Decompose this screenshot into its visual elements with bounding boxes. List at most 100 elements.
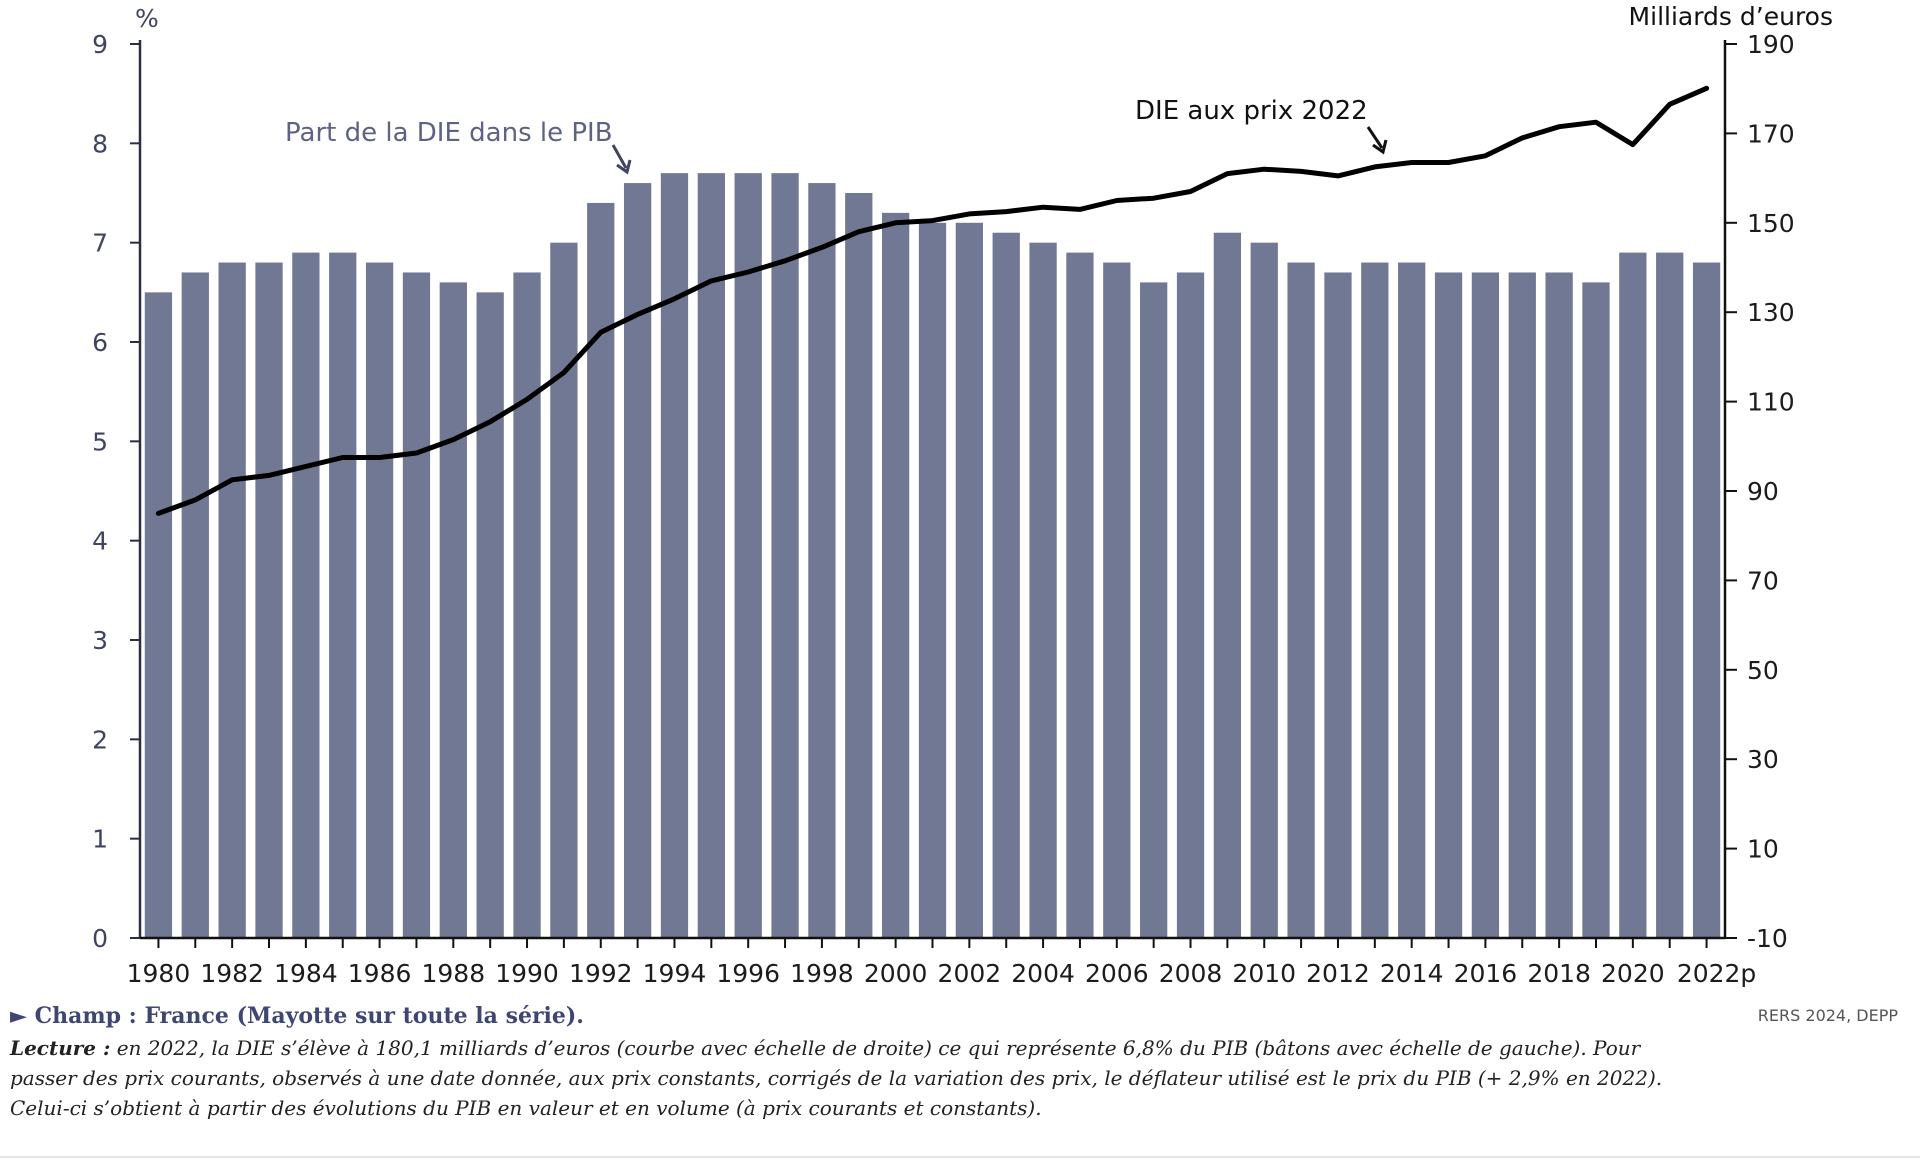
bar-2014 bbox=[1398, 262, 1426, 938]
x-tick-label-1984: 1984 bbox=[274, 959, 338, 988]
line-series bbox=[155, 85, 1710, 516]
bar-2018 bbox=[1545, 272, 1573, 938]
bar-2004 bbox=[1029, 242, 1057, 938]
bar-1996 bbox=[734, 173, 762, 939]
x-tick-label-2022p: 2022p bbox=[1677, 959, 1757, 988]
bar-1999 bbox=[845, 193, 873, 938]
bar-1998 bbox=[808, 183, 836, 939]
champ-note: ► Champ : France (Mayotte sur toute la s… bbox=[10, 1003, 584, 1029]
bar-2000 bbox=[882, 212, 910, 938]
bars-series bbox=[144, 173, 1721, 939]
bar-2020 bbox=[1619, 252, 1647, 939]
bar-2015 bbox=[1434, 272, 1463, 938]
bar-1995 bbox=[697, 173, 725, 939]
bar-1997 bbox=[771, 173, 799, 939]
bar-2021 bbox=[1656, 252, 1684, 939]
right-tick-label-10: 10 bbox=[1747, 835, 1779, 864]
bar-1981 bbox=[181, 272, 209, 938]
right-tick-label-70: 70 bbox=[1747, 566, 1779, 595]
annotation-line-arrow-head bbox=[1372, 139, 1388, 155]
bar-2019 bbox=[1582, 282, 1610, 938]
x-tick-label-2010: 2010 bbox=[1232, 959, 1296, 988]
annotation-bar-arrow-head bbox=[616, 159, 632, 175]
x-tick-label-2004: 2004 bbox=[1011, 959, 1075, 988]
x-tick-label-1992: 1992 bbox=[569, 959, 633, 988]
left-tick-label-3: 3 bbox=[92, 626, 108, 655]
bar-2016 bbox=[1471, 272, 1500, 938]
left-tick-label-7: 7 bbox=[92, 229, 108, 258]
x-tick-label-2020: 2020 bbox=[1601, 959, 1665, 988]
annotation-line-series: DIE aux prix 2022 bbox=[1135, 96, 1368, 126]
bar-2005 bbox=[1066, 252, 1094, 939]
source-credit: RERS 2024, DEPP bbox=[1757, 1006, 1898, 1025]
lecture-label: Lecture : bbox=[10, 1036, 111, 1060]
bar-2002 bbox=[955, 222, 983, 939]
x-tick-label-1996: 1996 bbox=[716, 959, 780, 988]
right-axis-title: Milliards d’euros bbox=[1629, 2, 1833, 31]
x-tick-label-1990: 1990 bbox=[495, 959, 559, 988]
x-tick-label-1988: 1988 bbox=[422, 959, 486, 988]
x-tick-label-2000: 2000 bbox=[864, 959, 928, 988]
x-tick-label-1998: 1998 bbox=[790, 959, 854, 988]
bar-1985 bbox=[329, 252, 357, 939]
bottom-divider bbox=[0, 1156, 1920, 1158]
annotation-bar-arrow bbox=[611, 144, 628, 169]
left-tick-label-6: 6 bbox=[92, 328, 108, 357]
bar-1983 bbox=[255, 262, 283, 938]
bar-2009 bbox=[1213, 232, 1242, 938]
left-tick-label-8: 8 bbox=[92, 129, 108, 158]
bar-1987 bbox=[402, 272, 431, 938]
right-tick-label-190: 190 bbox=[1747, 30, 1795, 59]
right-tick-label-130: 130 bbox=[1747, 298, 1795, 327]
bar-2006 bbox=[1103, 262, 1131, 938]
x-tick-label-2014: 2014 bbox=[1380, 959, 1444, 988]
bar-2003 bbox=[992, 232, 1020, 938]
chart: 0 1 2 3 4 5 6 7 8 9 -10 10 30 50 70 90 110 130 150 170 190 19… bbox=[92, 2, 1833, 988]
bar-1980 bbox=[144, 292, 173, 938]
bar-2012 bbox=[1324, 272, 1352, 938]
bar-1994 bbox=[660, 173, 689, 939]
bar-1990 bbox=[513, 272, 541, 938]
bar-1988 bbox=[439, 282, 467, 938]
right-tick-label-170: 170 bbox=[1747, 119, 1795, 148]
bar-2010 bbox=[1250, 242, 1278, 938]
lecture-text: en 2022, la DIE s’élève à 180,1 milliard… bbox=[10, 1036, 1663, 1120]
right-tick-label--10: -10 bbox=[1747, 924, 1788, 953]
x-tick-label-1980: 1980 bbox=[127, 959, 191, 988]
bar-2008 bbox=[1176, 272, 1205, 938]
right-tick-label-50: 50 bbox=[1747, 656, 1779, 685]
left-tick-label-2: 2 bbox=[92, 725, 108, 754]
right-tick-label-150: 150 bbox=[1747, 209, 1795, 238]
bar-1991 bbox=[550, 242, 578, 938]
right-tick-label-110: 110 bbox=[1747, 388, 1795, 417]
bar-1984 bbox=[292, 252, 320, 939]
left-axis-title: % bbox=[135, 4, 159, 33]
left-tick-label-4: 4 bbox=[92, 527, 108, 556]
x-tick-label-2016: 2016 bbox=[1454, 959, 1518, 988]
bar-1986 bbox=[365, 262, 394, 938]
x-tick-label-2006: 2006 bbox=[1085, 959, 1149, 988]
left-tick-label-0: 0 bbox=[92, 924, 108, 953]
annotation-bar-series: Part de la DIE dans le PIB bbox=[285, 118, 613, 148]
annotation-line-arrow bbox=[1366, 126, 1384, 149]
right-tick-label-30: 30 bbox=[1747, 745, 1779, 774]
tick-labels: 0 1 2 3 4 5 6 7 8 9 -10 10 30 50 70 90 110 130 150 170 190 19… bbox=[92, 30, 1795, 988]
bar-2001 bbox=[918, 222, 947, 939]
left-tick-label-1: 1 bbox=[92, 825, 108, 854]
left-tick-label-9: 9 bbox=[92, 30, 108, 59]
x-tick-label-1986: 1986 bbox=[348, 959, 412, 988]
bar-1982 bbox=[218, 262, 246, 938]
bar-1989 bbox=[476, 292, 504, 938]
x-tick-label-1994: 1994 bbox=[643, 959, 707, 988]
right-tick-label-90: 90 bbox=[1747, 477, 1779, 506]
x-tick-label-2008: 2008 bbox=[1159, 959, 1223, 988]
bar-1992 bbox=[587, 202, 615, 938]
lecture-note: Lecture : en 2022, la DIE s’élève à 180,… bbox=[10, 1033, 1670, 1123]
left-tick-label-5: 5 bbox=[92, 427, 108, 456]
notes: ► Champ : France (Mayotte sur toute la s… bbox=[10, 1003, 1890, 1123]
bar-2013 bbox=[1361, 262, 1389, 938]
bar-1993 bbox=[623, 183, 652, 939]
bar-2011 bbox=[1287, 262, 1315, 938]
line-die-prix-2022 bbox=[155, 85, 1710, 516]
x-tick-label-1982: 1982 bbox=[200, 959, 264, 988]
